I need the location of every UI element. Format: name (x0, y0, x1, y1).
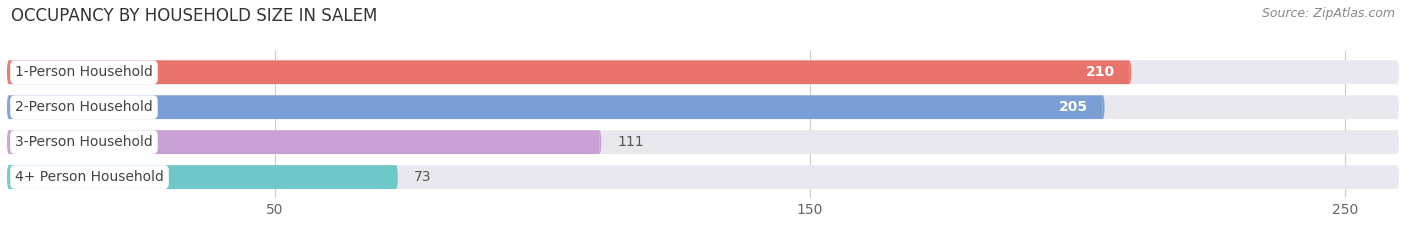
FancyBboxPatch shape (8, 95, 1102, 119)
Text: 210: 210 (1085, 65, 1115, 79)
Wedge shape (1129, 60, 1132, 84)
Text: 1-Person Household: 1-Person Household (15, 65, 153, 79)
Text: 3-Person Household: 3-Person Household (15, 135, 153, 149)
Wedge shape (1398, 165, 1399, 189)
FancyBboxPatch shape (8, 60, 1129, 84)
Wedge shape (7, 130, 8, 154)
FancyBboxPatch shape (8, 165, 396, 189)
Wedge shape (7, 130, 8, 154)
Wedge shape (1102, 95, 1105, 119)
Text: 4+ Person Household: 4+ Person Household (15, 170, 165, 184)
Wedge shape (7, 95, 8, 119)
Text: OCCUPANCY BY HOUSEHOLD SIZE IN SALEM: OCCUPANCY BY HOUSEHOLD SIZE IN SALEM (11, 7, 378, 25)
FancyBboxPatch shape (8, 95, 1398, 119)
Wedge shape (7, 165, 8, 189)
Wedge shape (396, 165, 398, 189)
FancyBboxPatch shape (8, 165, 1398, 189)
Wedge shape (7, 60, 8, 84)
Wedge shape (7, 60, 8, 84)
FancyBboxPatch shape (8, 60, 1398, 84)
Wedge shape (1398, 95, 1399, 119)
Text: Source: ZipAtlas.com: Source: ZipAtlas.com (1261, 7, 1395, 20)
Text: 205: 205 (1059, 100, 1088, 114)
Wedge shape (599, 130, 602, 154)
FancyBboxPatch shape (8, 130, 1398, 154)
FancyBboxPatch shape (8, 130, 599, 154)
Wedge shape (1398, 60, 1399, 84)
Wedge shape (7, 95, 8, 119)
Text: 111: 111 (617, 135, 644, 149)
Text: 2-Person Household: 2-Person Household (15, 100, 153, 114)
Text: 73: 73 (413, 170, 432, 184)
Wedge shape (7, 165, 8, 189)
Wedge shape (1398, 130, 1399, 154)
